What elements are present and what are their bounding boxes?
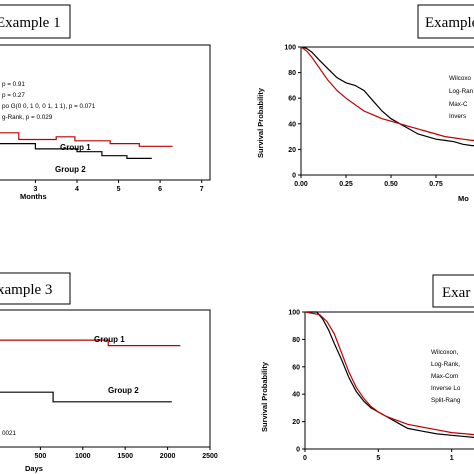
y-tick-label-4-4: 80 (292, 337, 300, 344)
x-axis-label-1: Months (20, 192, 47, 201)
y-tick-label-4-5: 100 (288, 310, 300, 317)
legend-2-2: Max-C (449, 101, 468, 108)
annotation-3-0: 0021 (2, 430, 17, 437)
legend-4-0: Wilcoxon, (431, 349, 459, 356)
legend-4-3: Inverse Lo (431, 385, 461, 392)
panel-1: Example 1 3 4 5 6 7 p = 0.91 p = 0.27 po G(0… (0, 4, 211, 201)
x-tick-label-1-2: 5 (117, 186, 121, 193)
title-box-1 (0, 4, 71, 39)
x-tick-label-3-0: 500 (35, 453, 47, 460)
x-tick-label-4-0: 0 (303, 455, 307, 462)
x-tick-label-2-1: 0.25 (339, 181, 353, 188)
group-label-3-0: Group 1 (94, 335, 125, 344)
series-line-3-0 (0, 339, 181, 347)
y-axis-label-2: Survival Probability (256, 87, 265, 158)
group-label-3-1: Group 2 (108, 386, 139, 395)
series-line-3-1 (0, 391, 172, 403)
y-tick-label-2-0: 0 (292, 173, 296, 180)
plot-frame-1 (0, 44, 211, 181)
title-box-2 (417, 4, 474, 39)
x-tick-label-2-2: 0.50 (384, 181, 398, 188)
x-tick-label-1-4: 7 (200, 186, 204, 193)
panel-3: xample 3 500 1000 1500 2000 2500 0021 Group … (0, 272, 218, 473)
x-tick-label-3-4: 2500 (202, 453, 218, 460)
title-box-4 (432, 274, 474, 308)
annotation-1-0: p = 0.91 (2, 81, 25, 88)
legend-4-2: Max-Com (431, 373, 458, 380)
y-tick-label-2-3: 60 (288, 96, 296, 103)
x-tick-label-1-1: 4 (75, 186, 79, 193)
y-tick-label-2-2: 40 (288, 121, 296, 128)
legend-2-3: Invers (449, 113, 466, 120)
x-tick-label-3-1: 1000 (75, 453, 91, 460)
y-tick-label-2-5: 100 (284, 45, 296, 52)
chart-title-1: Example 1 (0, 15, 61, 31)
y-axis-label-4: Survival Probability (260, 361, 269, 432)
x-tick-label-4-1: 5 (376, 455, 380, 462)
x-tick-label-3-3: 2000 (160, 453, 176, 460)
series-line-2-1 (300, 46, 474, 141)
x-tick-label-1-3: 6 (158, 186, 162, 193)
annotation-1-3: g-Rank, p = 0.029 (2, 114, 53, 121)
y-tick-label-2-4: 80 (288, 70, 296, 77)
x-tick-label-1-0: 3 (33, 186, 37, 193)
x-axis-label-2: Mo (458, 194, 469, 203)
x-tick-label-2-0: 0.00 (294, 181, 308, 188)
x-tick-label-4-2: 1 (450, 455, 454, 462)
legend-2-1: Log-Ran (449, 88, 474, 95)
legend-4-4: Split-Rang (431, 397, 461, 404)
panel-2: Example 0.000.250.500.751020406080100 Su… (256, 4, 474, 203)
plot-frame-4 (304, 311, 474, 450)
legend-2-0: Wilcoxo (449, 75, 472, 82)
series-line-2-0 (300, 46, 474, 147)
annotation-1-1: p = 0.27 (2, 92, 25, 99)
y-tick-label-4-2: 40 (292, 392, 300, 399)
x-tick-label-3-2: 1500 (117, 453, 133, 460)
x-axis-label-3: Days (25, 464, 43, 473)
series-line-4-1 (304, 311, 474, 436)
series-line-1-0 (0, 132, 173, 147)
series-line-1-1 (0, 143, 152, 159)
x-tick-label-2-3: 0.75 (429, 181, 443, 188)
y-tick-label-4-0: 0 (296, 447, 300, 454)
chart-title-4: Exar (442, 285, 470, 301)
group-label-1-1: Group 2 (55, 165, 86, 174)
chart-title-2: Example (425, 15, 474, 31)
chart-title-3: xample 3 (0, 282, 52, 298)
y-tick-label-4-1: 20 (292, 419, 300, 426)
annotation-1-2: po G(0 0, 1 0, 0 1, 1 1), p = 0.071 (2, 103, 96, 110)
y-tick-label-4-3: 60 (292, 364, 300, 371)
plot-frame-2 (300, 46, 474, 176)
legend-4-1: Log-Rank, (431, 361, 460, 368)
title-box-3 (0, 272, 71, 305)
plot-frame-3 (0, 309, 211, 448)
group-label-1-0: Group 1 (60, 143, 91, 152)
y-tick-label-2-1: 20 (288, 147, 296, 154)
